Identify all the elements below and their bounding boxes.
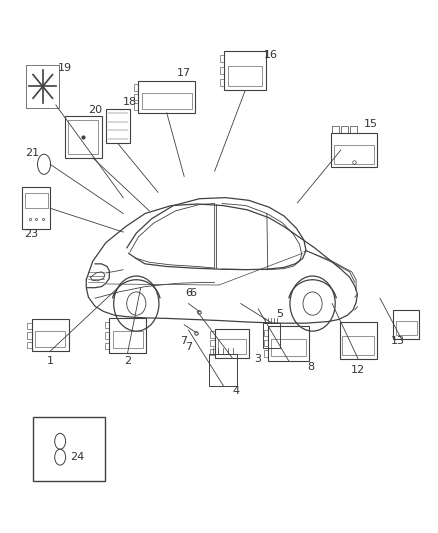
Text: 4: 4 (233, 386, 240, 396)
Bar (220, 55, 224, 62)
Bar (215, 329, 250, 358)
Bar (334, 145, 374, 164)
Text: 2: 2 (124, 356, 131, 366)
Text: 3: 3 (254, 354, 261, 364)
Bar (105, 343, 109, 349)
Bar (264, 330, 268, 336)
Bar (113, 331, 143, 349)
Text: 18: 18 (123, 98, 137, 107)
Text: 1: 1 (46, 356, 53, 366)
Bar (27, 322, 32, 329)
Bar (27, 342, 32, 348)
Bar (25, 193, 48, 208)
Bar (32, 319, 69, 351)
Bar (220, 79, 224, 86)
Bar (264, 350, 268, 357)
Bar (268, 326, 309, 360)
Bar (105, 332, 109, 338)
Bar (138, 81, 195, 113)
Bar (65, 116, 102, 158)
Bar (218, 339, 246, 353)
Bar (27, 332, 32, 338)
Bar (340, 322, 377, 359)
Bar (264, 340, 268, 346)
Bar (142, 93, 191, 109)
Bar (22, 187, 50, 229)
Text: 7: 7 (185, 342, 192, 352)
Bar (134, 103, 138, 110)
Text: 6: 6 (185, 288, 192, 298)
Bar (106, 109, 130, 143)
Bar (33, 417, 105, 481)
Text: 5: 5 (276, 309, 283, 319)
Bar (209, 354, 237, 386)
Bar (343, 336, 374, 355)
Text: 20: 20 (88, 105, 102, 115)
Text: 21: 21 (25, 148, 39, 158)
Text: 13: 13 (390, 336, 404, 345)
Bar (396, 320, 417, 335)
Text: 8: 8 (307, 362, 314, 372)
Bar (262, 322, 280, 348)
Bar (68, 120, 98, 154)
Bar (341, 126, 348, 133)
Bar (109, 318, 146, 352)
Bar (105, 322, 109, 328)
Text: 12: 12 (351, 365, 365, 375)
Bar (26, 65, 59, 108)
Bar (134, 84, 138, 91)
Bar (350, 126, 357, 133)
Text: 6: 6 (189, 288, 196, 298)
Text: 17: 17 (177, 68, 191, 78)
Bar (35, 331, 65, 347)
Bar (220, 67, 224, 74)
Text: 23: 23 (24, 229, 38, 239)
Bar (272, 339, 306, 356)
Text: 24: 24 (71, 453, 85, 463)
Text: 7: 7 (180, 336, 187, 345)
Bar (210, 340, 215, 346)
Bar (393, 310, 419, 340)
Bar (210, 349, 215, 355)
Bar (224, 51, 266, 91)
Bar (331, 133, 377, 167)
Bar (228, 66, 262, 86)
Text: 15: 15 (364, 118, 378, 128)
Bar (332, 126, 339, 133)
Text: 16: 16 (264, 50, 278, 60)
Bar (210, 332, 215, 338)
Text: 19: 19 (57, 63, 71, 73)
Bar (134, 94, 138, 100)
